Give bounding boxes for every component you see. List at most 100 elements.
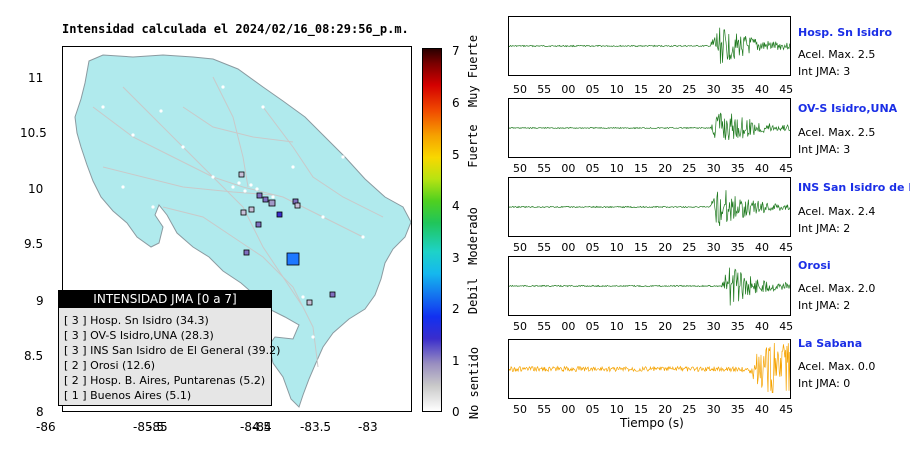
map-x-tick: -83	[358, 420, 378, 434]
trace-tick-label: 10	[609, 83, 624, 96]
station-jma: Int JMA: 2	[798, 222, 851, 235]
map-x-tick: -84.5	[240, 420, 272, 434]
station-name: La Sabana	[798, 337, 863, 350]
legend-item: [ 3 ] INS San Isidro de El General (39.2…	[64, 344, 281, 357]
colorbar-tick: 3	[452, 251, 460, 265]
trace-tick-label: 15	[634, 320, 648, 333]
station-accel: Acel. Max. 2.5	[798, 48, 876, 61]
colorbar-tick: 5	[452, 148, 460, 162]
trace-tick-label: 45	[779, 83, 794, 96]
colorbar-tick: 2	[452, 302, 460, 316]
station-name: OV-S Isidro,UNA	[798, 102, 898, 115]
trace-tick-label: 20	[658, 83, 673, 96]
waveform	[509, 267, 790, 306]
trace-tick-label: 10	[609, 403, 624, 416]
trace-tick-label: 50	[513, 162, 527, 175]
station-name: Hosp. Sn Isidro	[798, 26, 893, 39]
town-markers	[101, 85, 365, 339]
trace-tick-label: 35	[730, 241, 745, 254]
waveform-trace	[509, 112, 790, 141]
trace-tick-label: 40	[755, 83, 769, 96]
map-x-tick: -83.5	[300, 420, 332, 434]
colorbar-category: Debil	[466, 277, 480, 315]
station-accel: Acel. Max. 2.0	[798, 282, 876, 295]
legend-title: INTENSIDAD JMA [0 a 7]	[58, 290, 272, 308]
station-jma: Int JMA: 3	[798, 143, 851, 156]
trace-tick-label: 15	[634, 83, 648, 96]
trace-tick-label: 40	[755, 403, 769, 416]
trace-tick-label: 35	[730, 403, 745, 416]
trace-tick-label: 25	[682, 162, 697, 175]
map-y-tick: 8	[36, 405, 44, 419]
colorbar-category: No sentido	[467, 346, 481, 420]
colorbar-tick: 0	[452, 405, 460, 419]
legend-item: [ 3 ] OV-S Isidro,UNA (28.3)	[64, 329, 214, 342]
trace-tick-label: 10	[609, 162, 624, 175]
trace-tick-label: 05	[585, 162, 600, 175]
intensity-colorbar	[422, 48, 442, 412]
legend-item: [ 2 ] Orosi (12.6)	[64, 359, 156, 372]
map-y-tick: 10	[28, 182, 44, 196]
map-x-tick: -85	[148, 420, 168, 434]
trace-tick-label: 20	[658, 403, 673, 416]
trace-tick-label: 05	[585, 83, 600, 96]
trace-tick-label: 45	[779, 241, 794, 254]
trace-tick-label: 35	[730, 320, 745, 333]
trace-tick-label: 55	[537, 162, 552, 175]
trace-panel-ov-s-isidro	[508, 98, 791, 158]
station-jma: Int JMA: 0	[798, 377, 851, 390]
waveform	[509, 342, 790, 394]
map-y-tick: 8.5	[24, 349, 44, 363]
station-accel: Acel. Max. 0.0	[798, 360, 876, 373]
trace-tick-label: 40	[755, 241, 769, 254]
trace-tick-label: 15	[634, 162, 648, 175]
trace-tick-label: 30	[706, 83, 721, 96]
trace-tick-label: 15	[634, 403, 648, 416]
trace-tick-label: 25	[682, 403, 697, 416]
map-y-tick: 9	[36, 294, 44, 308]
colorbar-tick: 6	[452, 96, 460, 110]
map-title: Intensidad calculada el 2024/02/16_08:29…	[62, 22, 409, 36]
trace-tick-label: 25	[682, 241, 697, 254]
trace-tick-label: 55	[537, 241, 552, 254]
colorbar-category: Moderado	[466, 207, 480, 265]
costa-rica-land	[74, 54, 411, 408]
colorbar-tick: 1	[452, 354, 460, 368]
intensity-legend	[58, 290, 272, 406]
colorbar-tick: 7	[452, 44, 460, 58]
road-network	[92, 76, 384, 368]
trace-ticks: 50 55 00 05 10 15 20 25 30 35 40 45	[508, 320, 794, 333]
map-x-tick: -84	[252, 420, 272, 434]
trace-tick-label: 00	[561, 162, 576, 175]
trace-tick-label: 00	[561, 241, 576, 254]
trace-ticks: 50 55 00 05 10 15 20 25 30 35 40 45	[508, 403, 793, 416]
colorbar-category: Muy Fuerte	[466, 34, 480, 108]
waveform-trace	[509, 27, 790, 64]
waveform	[509, 27, 790, 64]
trace-tick-label: 00	[561, 403, 576, 416]
trace-tick-label: 30	[706, 320, 721, 333]
waveform-trace	[509, 342, 790, 394]
waveform-trace	[509, 190, 790, 227]
trace-panel-la-sabana	[508, 339, 791, 399]
map-y-tick: 11	[28, 71, 44, 85]
map-y-tick: 10.5	[20, 126, 47, 140]
station-accel: Acel. Max. 2.4	[798, 205, 876, 218]
waveform	[509, 190, 790, 227]
costa-rica-map	[74, 54, 411, 408]
time-axis-label: Tiempo (s)	[620, 416, 684, 430]
trace-tick-label: 40	[755, 162, 769, 175]
map-x-tick: -85.5	[133, 420, 165, 434]
station-jma: Int JMA: 3	[798, 65, 851, 78]
waveform-trace	[509, 267, 790, 306]
trace-tick-label: 30	[706, 403, 721, 416]
trace-tick-label: 15	[634, 241, 648, 254]
trace-tick-label: 45	[779, 320, 794, 333]
trace-tick-label: 50	[513, 83, 527, 96]
map-x-tick: -86	[36, 420, 56, 434]
trace-tick-label: 40	[755, 320, 769, 333]
trace-tick-label: 35	[730, 83, 745, 96]
legend-item: [ 3 ] Hosp. Sn Isidro (34.3)	[64, 314, 209, 327]
trace-tick-label: 00	[561, 320, 576, 333]
waveform	[509, 112, 790, 141]
